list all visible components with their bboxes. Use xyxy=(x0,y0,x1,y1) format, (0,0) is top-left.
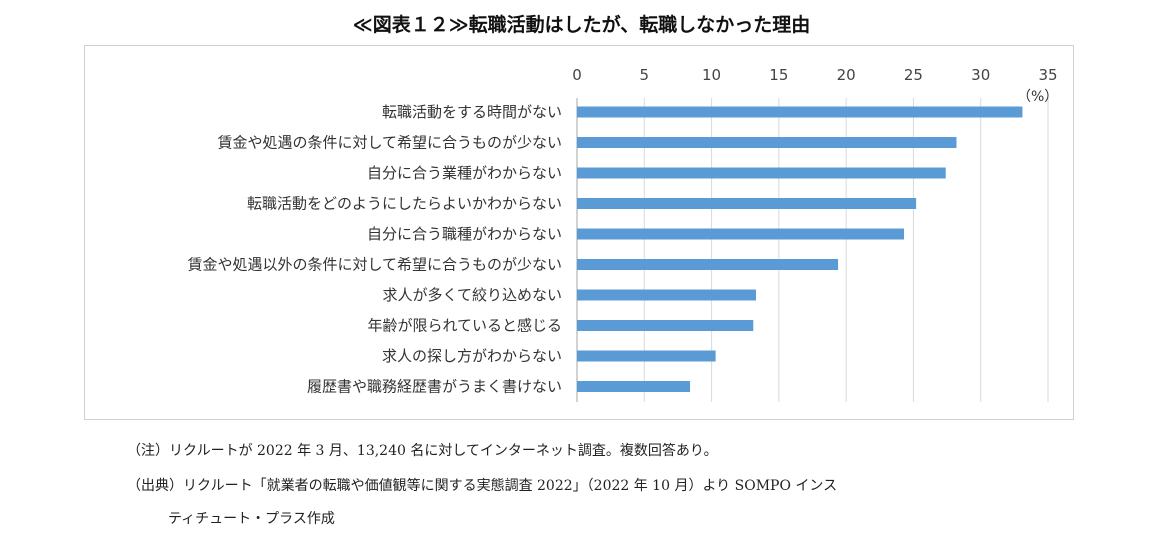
footnote-source-continued: ティチュート・プラス作成 xyxy=(168,511,335,527)
chart-title: ≪図表１２≫転職活動はしたが、転職しなかった理由 xyxy=(352,14,811,36)
x-tick-label: 15 xyxy=(769,66,788,84)
category-label: 自分に合う業種がわからない xyxy=(367,164,562,182)
x-tick-label: 35 xyxy=(1038,66,1057,84)
bar xyxy=(577,259,839,270)
x-tick-label: 5 xyxy=(640,66,650,84)
category-label: 求人が多くて絞り込めない xyxy=(382,286,562,304)
bar xyxy=(577,350,716,362)
x-tick-label: 30 xyxy=(971,66,990,84)
bar xyxy=(577,198,917,209)
bar xyxy=(577,137,957,148)
category-label: 賃金や処遇の条件に対して希望に合うものが少ない xyxy=(217,134,562,152)
category-label: 求人の探し方がわからない xyxy=(382,347,562,365)
bar xyxy=(577,106,1023,118)
category-label: 自分に合う職種がわからない xyxy=(367,225,562,243)
x-tick-label: 0 xyxy=(572,66,582,84)
bar xyxy=(577,320,754,331)
footnote-survey: （注）リクルートが 2022 年 3 月、13,240 名に対してインターネット… xyxy=(127,443,718,459)
category-label: 履歴書や職務経歴書がうまく書けない xyxy=(307,378,562,396)
category-label: 賃金や処遇以外の条件に対して希望に合うものが少ない xyxy=(187,256,562,274)
unit-label: （%） xyxy=(1017,89,1059,105)
bar xyxy=(577,167,946,179)
bar xyxy=(577,381,691,392)
category-label: 年齢が限られていると感じる xyxy=(367,317,562,335)
bar xyxy=(577,228,905,240)
x-tick-label: 25 xyxy=(904,66,923,84)
x-tick-label: 20 xyxy=(837,66,856,84)
footnote-source: （出典）リクルート「就業者の転職や価値観等に関する実態調査 2022」（2022… xyxy=(127,478,838,494)
x-tick-label: 10 xyxy=(702,66,721,84)
bar xyxy=(577,289,756,301)
category-label: 転職活動をどのようにしたらよいかわからない xyxy=(247,195,562,213)
category-label: 転職活動をする時間がない xyxy=(382,103,562,121)
